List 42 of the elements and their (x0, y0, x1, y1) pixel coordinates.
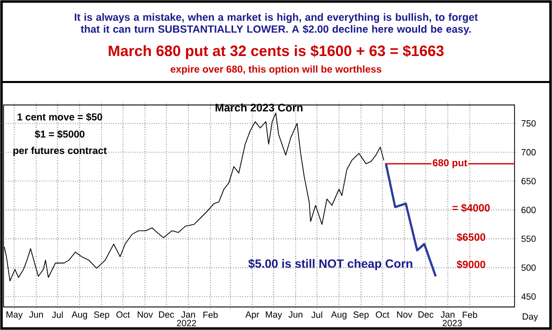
x-tick-label: Nov (397, 311, 412, 318)
x-tick-label: Nov (138, 311, 153, 318)
x-tick-label: Dec (159, 311, 174, 318)
text: March 680 put at 32 cents is $1600 + 63 = $1663 (108, 44, 444, 60)
annotation: $6500 (456, 232, 486, 242)
text: 2022 (176, 320, 196, 326)
x-tick-label: May (6, 311, 23, 320)
y-tick-label: 600 (522, 206, 536, 214)
x-tick-label: Feb (203, 311, 218, 318)
annotation: per futures contract (13, 146, 107, 156)
x-axis-title: Day (522, 313, 538, 322)
text: 2023 (442, 320, 462, 326)
annotation: $5.00 is still NOT cheap Corn (248, 258, 412, 270)
text: It is always a mistake, when a market is high, and everything is bullish, to forget that it can turn SUBSTANTIALLY LOWER. A $2.00 decline here would be easy. (74, 13, 478, 35)
annotation: = $4000 (452, 204, 490, 212)
y-tick-label: 550 (521, 236, 536, 242)
x-tick-label: Oct (116, 311, 130, 318)
y-tick-label: 500 (521, 264, 536, 271)
annotation: $1 = $5000 (34, 130, 84, 138)
x-tick-label: Jun (29, 311, 43, 318)
x-tick-label: Apr (245, 311, 260, 320)
series-label: 680 put (432, 159, 468, 168)
x-tick-label: Jun (288, 311, 302, 318)
x-tick-label: May (266, 311, 282, 320)
annotation: 1 cent move = $50 (18, 112, 102, 122)
x-tick-label: Dec (418, 311, 434, 318)
text: expire over 680, this option will be worthless (170, 65, 382, 75)
y-tick-label: 750 (522, 120, 536, 127)
x-tick-label: Feb (462, 311, 478, 318)
y-tick-label: 700 (522, 149, 536, 156)
x-tick-label: Aug (72, 311, 87, 320)
x-tick-label: Oct (376, 311, 390, 318)
x-tick-label: Jul (52, 311, 63, 318)
x-tick-label: Sep (94, 311, 110, 320)
x-tick-label: Jan (440, 311, 454, 318)
x-tick-label: Aug (331, 311, 346, 320)
x-tick-label: Jan (181, 311, 195, 318)
y-tick-label: 650 (522, 178, 536, 184)
annotation: $9000 (456, 260, 486, 269)
x-tick-label: Sep (353, 311, 369, 320)
y-tick-label: 450 (521, 293, 536, 300)
x-tick-label: Jul (311, 311, 322, 318)
